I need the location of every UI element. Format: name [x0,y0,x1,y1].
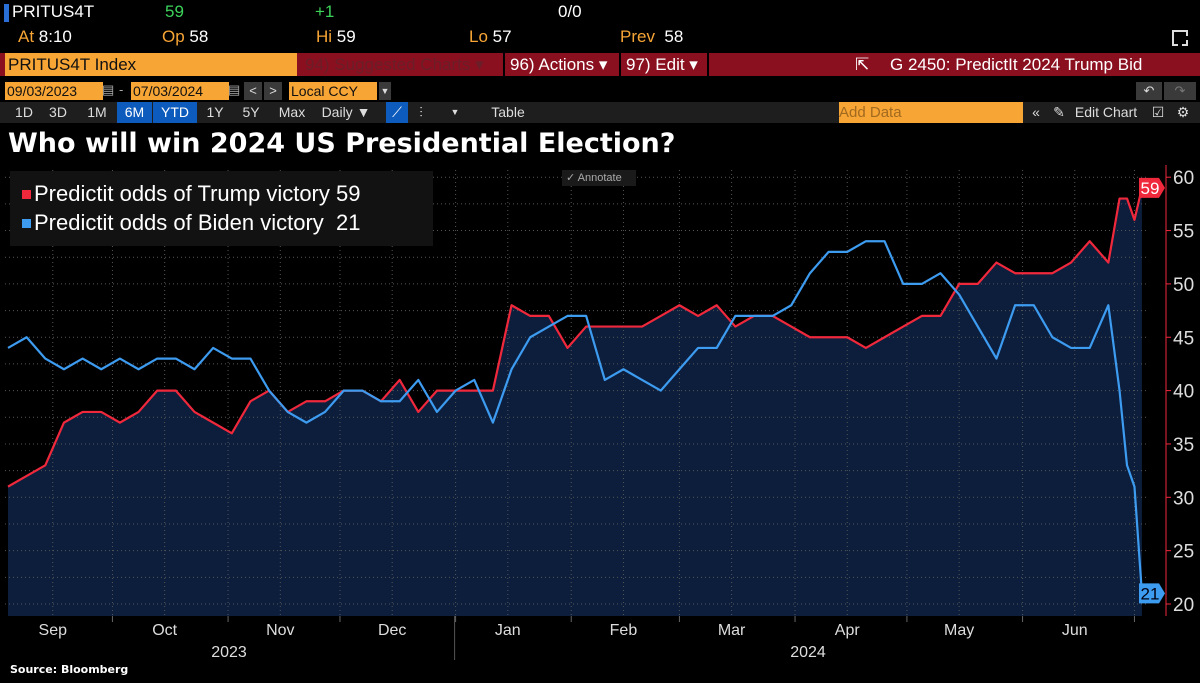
add-data-input[interactable]: Add Data [839,102,1023,123]
open-value: 58 [189,27,209,46]
low-label: Lo [469,27,488,46]
biden-swatch [22,219,31,228]
chart-title: Who will win 2024 US Presidential Electi… [8,128,676,159]
currency-dropdown-icon[interactable]: ▼ [379,82,391,100]
edit-menu[interactable]: 97) Edit ▾ [626,55,698,74]
y-tick-label: 45 [1173,328,1194,349]
edit-legend-icon[interactable]: ☑ [1151,104,1165,120]
x-month-label: Apr [835,622,861,639]
undo-button[interactable]: ↶ [1136,82,1162,100]
security-input[interactable]: PRITUS4T Index [5,53,297,76]
redo-button[interactable]: ↷ [1164,82,1196,100]
x-month-label: Sep [39,622,68,639]
calendar-icon[interactable]: ▤ [102,82,115,97]
period-6m[interactable]: 6M [117,102,152,123]
settings-gear-icon[interactable]: ⚙ [1176,104,1190,120]
collapse-button[interactable]: « [1032,104,1040,120]
price-change: +1 [315,2,335,21]
command-bar [0,53,1200,76]
y-tick-label: 20 [1173,595,1194,616]
x-month-label: Oct [152,622,177,639]
x-month-label: Dec [378,622,406,639]
range-dash: - [119,82,124,97]
x-month-label: Jan [495,622,521,639]
period-1d[interactable]: 1D [15,104,33,120]
frequency-select[interactable]: Daily ▼ [321,104,371,120]
calendar-icon[interactable]: ▤ [228,82,241,97]
x-year-label: 2024 [790,644,826,661]
chart-title-link[interactable]: G 2450: PredictIt 2024 Trump Bid [890,55,1143,74]
bid-ask: 0/0 [558,2,582,21]
period-1m[interactable]: 1M [87,104,107,120]
legend-value: 21 [336,210,361,235]
y-tick-label: 55 [1173,222,1194,243]
last-price: 59 [165,2,184,21]
open-label: Op [162,27,185,46]
ticker-marker [4,4,9,22]
annotate-button[interactable]: ✓ Annotate [562,170,636,186]
ticker: PRITUS4T [12,2,95,21]
period-max[interactable]: Max [278,104,306,120]
table-button[interactable]: Table [491,104,525,120]
prev-range-button[interactable]: < [244,82,262,100]
biden-line [7,240,1144,594]
y-tick-label: 60 [1173,168,1194,189]
period-5y[interactable]: 5Y [242,104,260,120]
x-month-label: Mar [718,622,746,639]
last-value-label: 59 [1141,179,1160,198]
popout-icon[interactable] [1172,30,1188,46]
next-range-button[interactable]: > [264,82,282,100]
legend-value: 59 [336,181,361,206]
currency-select[interactable]: Local CCY [289,82,377,100]
period-1y[interactable]: 1Y [206,104,224,120]
pencil-icon: ✎ [1053,104,1065,120]
chart-type-dropdown-icon[interactable]: ▼ [450,107,460,117]
legend: Predictit odds of Trump victory 59 Predi… [10,171,433,246]
legend-item-trump: Predictit odds of Trump victory 59 [22,181,361,207]
period-ytd[interactable]: YTD [153,102,197,123]
edit-chart-button[interactable]: Edit Chart [1074,104,1138,120]
x-month-label: Feb [610,622,638,639]
prev-label: Prev [620,27,655,46]
end-date-input[interactable]: 07/03/2024 [131,82,229,100]
high-label: Hi [316,27,333,46]
y-tick-label: 40 [1173,382,1194,403]
legend-item-biden: Predictit odds of Biden victory 21 [22,210,361,236]
high-value: 59 [336,27,356,46]
export-icon[interactable]: ⇱ [855,55,870,74]
x-month-label: Jun [1062,622,1088,639]
check-icon: ✓ [566,172,578,184]
line-chart-icon[interactable]: ⟋ [386,102,408,123]
annotate-label: Annotate [577,172,622,184]
biden-last-value-badge [1139,583,1165,604]
prev-value: 58 [664,27,684,46]
start-date-input[interactable]: 09/03/2023 [5,82,103,100]
at-value: 8:10 [38,27,72,46]
x-month-label: May [944,622,974,639]
actions-menu[interactable]: 96) Actions ▾ [510,55,608,74]
source-note: Source: Bloomberg [10,663,129,676]
y-tick-label: 35 [1173,435,1194,456]
legend-label: Predictit odds of Trump victory [34,181,330,206]
trump-area-fill [8,187,1142,616]
low-value: 57 [492,27,512,46]
at-label: At [18,27,35,46]
y-tick-label: 30 [1173,488,1194,509]
suggested-charts-menu[interactable]: 94) Suggested Charts ▾ [305,55,484,74]
bar-chart-icon[interactable]: ⫶ [419,104,423,120]
y-tick-label: 50 [1173,275,1194,296]
legend-label: Predictit odds of Biden victory [34,210,324,235]
period-3d[interactable]: 3D [49,104,67,120]
trump-last-value-badge [1139,177,1165,198]
last-value-label: 21 [1141,584,1160,603]
y-tick-label: 25 [1173,542,1194,563]
x-month-label: Nov [266,622,294,639]
x-year-label: 2023 [211,644,247,661]
trump-swatch [22,190,31,199]
